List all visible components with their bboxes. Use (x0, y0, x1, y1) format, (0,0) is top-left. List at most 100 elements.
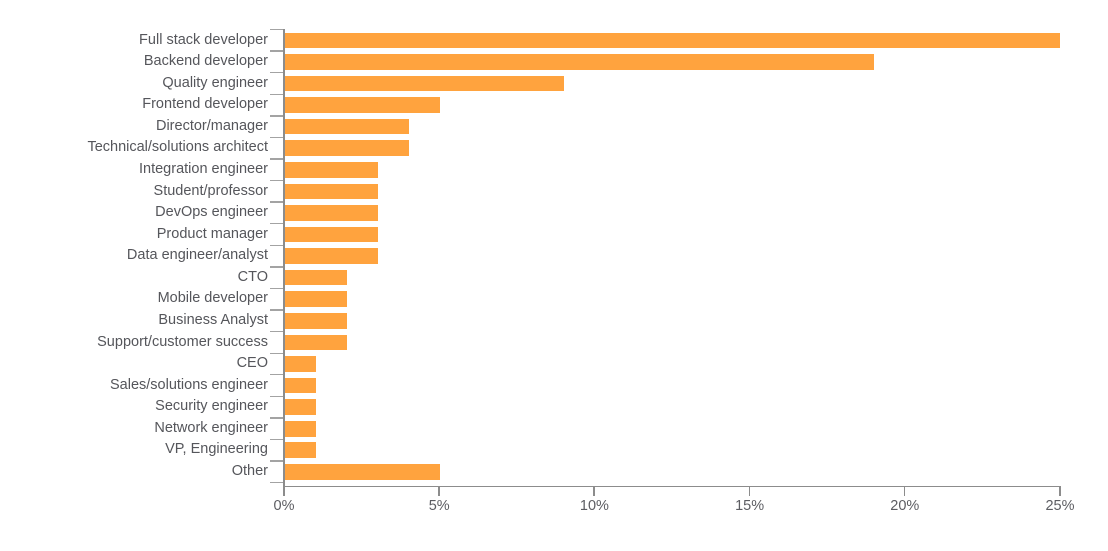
bar-row (285, 461, 1060, 483)
bar-backend-developer (285, 54, 874, 70)
bar-frontend-developer (285, 97, 440, 113)
bar-security-engineer (285, 399, 316, 415)
bar-student-professor (285, 183, 378, 200)
bar-ceo (285, 356, 316, 372)
bar-row (285, 332, 1060, 354)
category-label: Full stack developer (139, 31, 268, 48)
category-tick (270, 460, 283, 462)
category-label: Backend developer (143, 53, 268, 70)
category-label: CTO (237, 268, 268, 285)
bar-row (285, 224, 1060, 246)
category-tick (270, 50, 283, 52)
x-axis-tick (283, 487, 285, 496)
category-tick (270, 223, 283, 225)
category-tick (270, 352, 283, 354)
bar-mobile-developer (285, 291, 347, 308)
category-label: Data engineer/analyst (126, 247, 268, 264)
category-tick (270, 244, 283, 246)
bar-product-manager (285, 226, 378, 243)
bar-sales-solutions-engineer (285, 377, 316, 394)
bar-row (285, 245, 1060, 267)
category-label: Support/customer success (97, 333, 268, 350)
x-axis-tick-label: 20% (890, 498, 920, 514)
bar-row (285, 137, 1060, 159)
category-label: Product manager (156, 225, 268, 242)
bar-vp-engineering (285, 442, 316, 459)
bar-integration-engineer (285, 161, 378, 178)
category-label: Integration engineer (139, 160, 268, 177)
bar-support-customer-success (285, 334, 347, 351)
category-label: Security engineer (155, 398, 268, 415)
bar-row (285, 116, 1060, 138)
bar-row (285, 159, 1060, 181)
bar-row (285, 94, 1060, 116)
category-tick (270, 330, 283, 333)
category-tick (270, 93, 283, 95)
category-tick (270, 179, 283, 182)
bar-row (285, 396, 1060, 418)
bar-quality-engineer (285, 75, 564, 92)
bar-row (285, 375, 1060, 397)
x-axis-tick (903, 487, 906, 496)
category-tick (270, 309, 283, 311)
category-label: Technical/solutions architect (87, 139, 268, 156)
category-tick (270, 266, 283, 268)
x-axis-tick (438, 487, 440, 496)
bar-network-engineer (285, 420, 316, 437)
bar-data-engineer-analyst (285, 248, 378, 264)
category-label: VP, Engineering (165, 441, 268, 458)
bar-director-manager (285, 118, 409, 135)
category-tick (270, 438, 283, 441)
x-axis-line (283, 485, 1061, 488)
y-axis-line (283, 28, 285, 487)
category-label: Network engineer (154, 419, 268, 436)
category-label: Quality engineer (162, 74, 268, 91)
bar-row (285, 73, 1060, 95)
x-axis-tick (593, 487, 595, 496)
category-tick (270, 201, 283, 203)
bar-row (285, 310, 1060, 332)
category-label: Business Analyst (158, 312, 268, 329)
bar-cto (285, 269, 347, 286)
category-tick (270, 481, 283, 484)
category-tick (270, 28, 283, 31)
bar-devops-engineer (285, 205, 378, 221)
bar-technical-solutions-architect (285, 140, 409, 156)
x-axis-tick (748, 487, 751, 496)
bars-area (285, 30, 1060, 483)
x-axis-tick-label: 0% (273, 498, 295, 514)
x-axis-tick-label: 10% (579, 498, 609, 514)
y-axis-labels: Full stack developer Backend developer Qua… (0, 30, 268, 483)
category-label: Student/professor (153, 182, 268, 199)
bar-row (285, 353, 1060, 375)
category-tick (270, 395, 283, 398)
bar-business-analyst (285, 313, 347, 329)
category-tick (270, 115, 283, 117)
bar-row (285, 51, 1060, 73)
bar-row (285, 439, 1060, 461)
category-label: Other (231, 463, 268, 480)
bar-row (285, 181, 1060, 203)
category-label: Director/manager (155, 117, 268, 134)
bar-row (285, 418, 1060, 440)
bar-row (285, 267, 1060, 289)
x-axis-tick-label: 5% (428, 498, 450, 514)
y-axis-ticks (270, 28, 283, 485)
x-axis-tick (1059, 487, 1061, 496)
bar-row (285, 30, 1060, 52)
bar-row (285, 202, 1060, 224)
x-axis-tick-label: 25% (1045, 498, 1075, 514)
category-label: CEO (236, 355, 268, 372)
category-tick (270, 136, 283, 139)
category-label: Frontend developer (142, 96, 268, 113)
category-tick (270, 287, 283, 290)
category-tick (270, 374, 283, 376)
x-axis-tick-label: 15% (735, 498, 765, 514)
bar-row (285, 288, 1060, 310)
category-tick (270, 158, 283, 160)
category-tick (270, 417, 283, 419)
bar-full-stack-developer (285, 32, 1060, 49)
category-tick (270, 71, 283, 74)
category-label: DevOps engineer (155, 204, 268, 221)
